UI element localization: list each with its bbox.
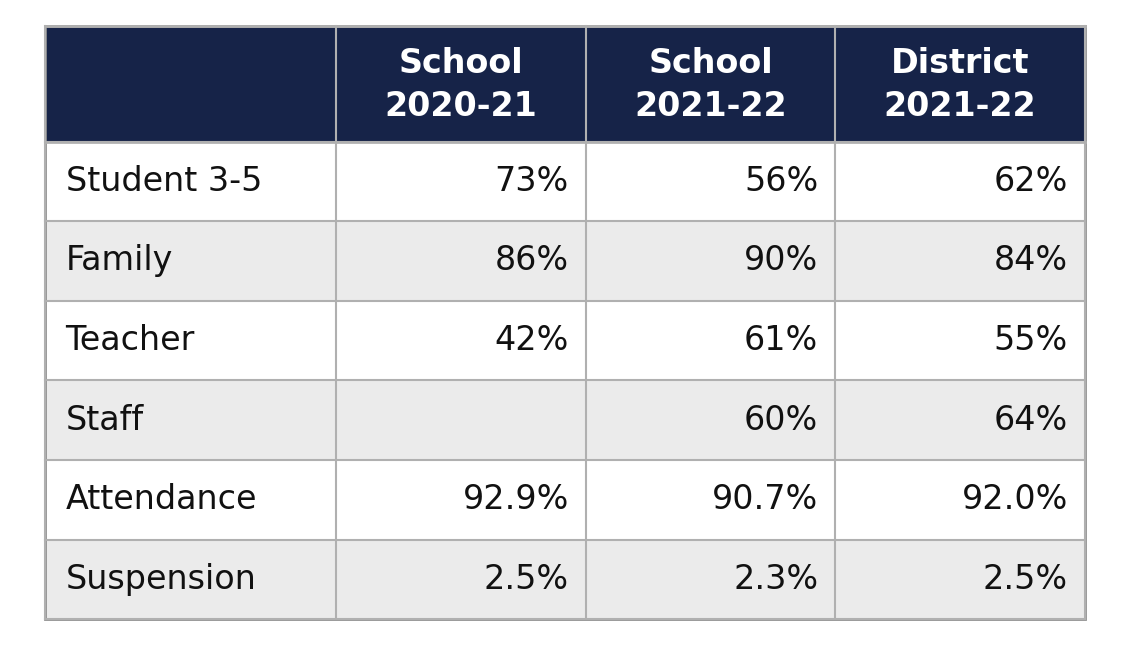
Text: Suspension: Suspension [66, 563, 257, 596]
Bar [585, 221, 835, 301]
Text: Staff: Staff [66, 404, 144, 437]
Bar [835, 26, 1085, 141]
Text: 2.5%: 2.5% [484, 563, 568, 596]
Text: 2.3%: 2.3% [733, 563, 818, 596]
Text: Teacher: Teacher [66, 324, 194, 357]
Bar [835, 221, 1085, 301]
Bar [337, 26, 585, 141]
Text: 86%: 86% [495, 244, 568, 277]
Text: Student 3-5: Student 3-5 [66, 165, 262, 198]
Text: District: District [890, 48, 1029, 81]
Bar [835, 141, 1085, 221]
Text: 92.9%: 92.9% [462, 483, 568, 516]
Bar [45, 460, 337, 540]
Text: 60%: 60% [744, 404, 818, 437]
Text: Family: Family [66, 244, 173, 277]
Text: 42%: 42% [495, 324, 568, 357]
Bar [45, 540, 337, 619]
Bar [835, 381, 1085, 460]
Bar [337, 540, 585, 619]
Bar [337, 460, 585, 540]
Bar [585, 540, 835, 619]
Bar [585, 301, 835, 381]
Text: 2.5%: 2.5% [983, 563, 1068, 596]
Text: 90%: 90% [744, 244, 818, 277]
Bar [585, 460, 835, 540]
Bar [45, 301, 337, 381]
Text: 55%: 55% [993, 324, 1068, 357]
Bar [585, 26, 835, 141]
Text: 92.0%: 92.0% [962, 483, 1068, 516]
Bar [45, 141, 337, 221]
Text: School: School [399, 48, 523, 81]
Bar [835, 301, 1085, 381]
Bar [337, 221, 585, 301]
Text: 56%: 56% [744, 165, 818, 198]
Text: 64%: 64% [993, 404, 1068, 437]
Bar [585, 381, 835, 460]
Bar [835, 540, 1085, 619]
Text: 73%: 73% [495, 165, 568, 198]
Text: 2021-22: 2021-22 [634, 90, 786, 123]
Text: 61%: 61% [744, 324, 818, 357]
Text: Attendance: Attendance [66, 483, 257, 516]
Text: 84%: 84% [993, 244, 1068, 277]
Text: 2020-21: 2020-21 [384, 90, 538, 123]
Bar [337, 301, 585, 381]
Bar [45, 26, 337, 141]
Bar [585, 141, 835, 221]
Text: 62%: 62% [993, 165, 1068, 198]
Bar [337, 141, 585, 221]
Bar [835, 460, 1085, 540]
Text: School: School [649, 48, 773, 81]
Text: 90.7%: 90.7% [712, 483, 818, 516]
Bar [337, 381, 585, 460]
Bar [45, 381, 337, 460]
Bar [45, 221, 337, 301]
Text: 2021-22: 2021-22 [884, 90, 1036, 123]
